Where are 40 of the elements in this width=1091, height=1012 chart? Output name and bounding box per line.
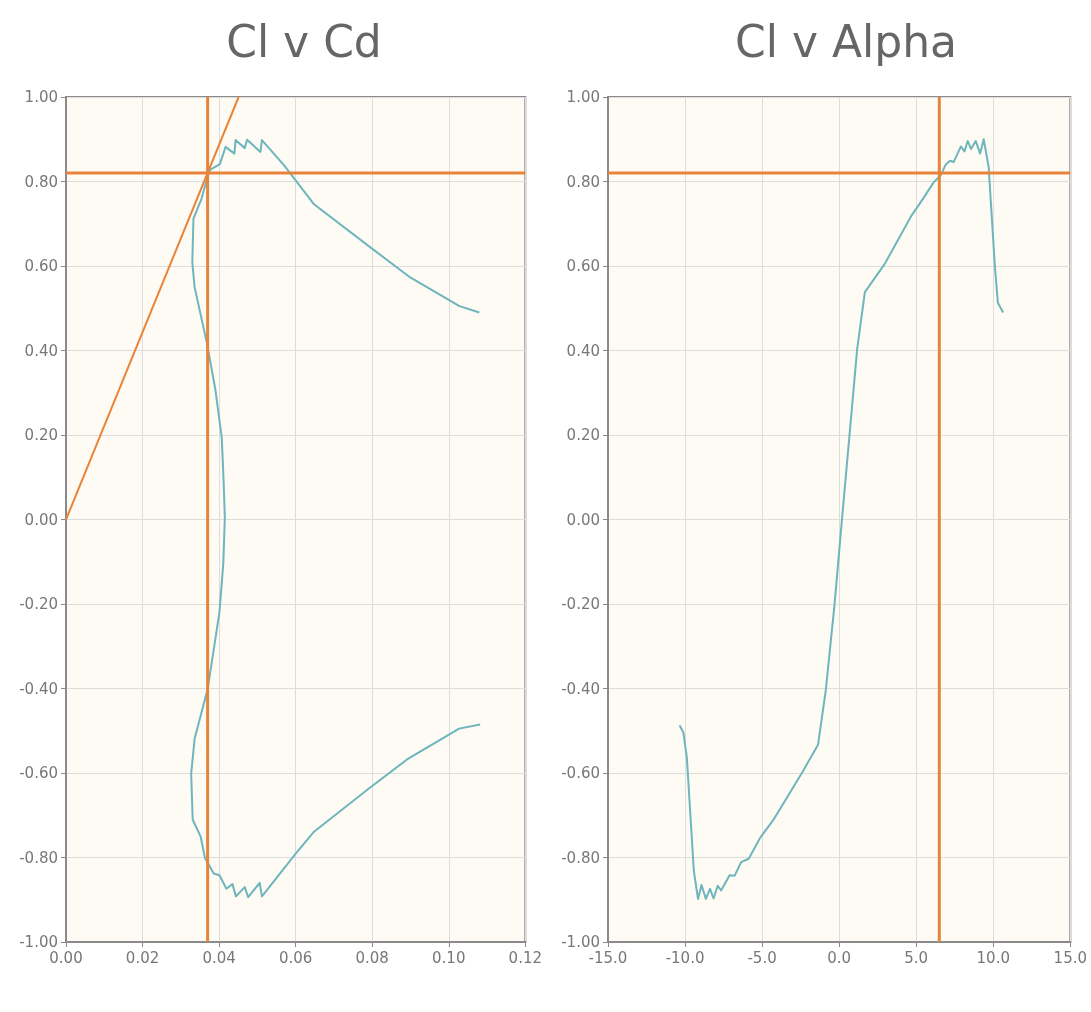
y-tick-label: -1.00 — [19, 933, 58, 951]
x-tick-label: 0.00 — [49, 948, 83, 967]
y-tick-label: -0.40 — [19, 679, 58, 698]
y-tick-label: -0.20 — [561, 595, 600, 613]
y-tick-label: -0.60 — [561, 764, 600, 782]
chart-title: Cl v Cd — [226, 15, 382, 67]
x-tick-label: 15.0 — [1053, 948, 1087, 967]
y-tick-label: -0.80 — [19, 848, 58, 867]
y-tick-label: 0.60 — [566, 257, 600, 275]
y-tick-label: -0.80 — [561, 848, 600, 867]
x-tick-label: -10.0 — [665, 948, 705, 967]
y-tick-label: -1.00 — [561, 933, 600, 951]
x-tick-label: -15.0 — [588, 948, 628, 967]
y-tick-label: 0.40 — [24, 341, 58, 360]
y-tick-label: 0.20 — [566, 426, 600, 444]
x-tick-label: 0.08 — [355, 948, 389, 967]
y-tick-label: 0.20 — [24, 426, 58, 444]
y-tick-label: 0.80 — [24, 172, 58, 191]
y-tick-label: 1.00 — [24, 88, 58, 106]
x-tick-label: 0.10 — [432, 948, 466, 967]
x-tick-label: 5.0 — [904, 948, 929, 967]
y-tick-label: 0.60 — [24, 257, 58, 275]
x-tick-label: 10.0 — [976, 948, 1010, 967]
y-tick-label: 0.80 — [566, 172, 600, 191]
line-series — [678, 138, 1005, 900]
x-tick-label: 0.0 — [827, 948, 852, 967]
x-tick-label: -5.0 — [747, 948, 777, 967]
x-tick-label: 0.02 — [125, 948, 160, 967]
y-tick-label: -0.20 — [19, 595, 58, 613]
y-tick-label: -0.40 — [561, 679, 600, 698]
y-tick-label: 0.40 — [566, 341, 600, 360]
y-tick-label: 1.00 — [566, 88, 600, 106]
chart-title: Cl v Alpha — [734, 15, 958, 67]
x-tick-label: 0.12 — [508, 948, 542, 967]
line-series — [190, 138, 482, 899]
x-tick-label: 0.04 — [202, 948, 236, 967]
y-tick-label: 0.00 — [566, 510, 600, 529]
y-tick-label: 0.00 — [24, 510, 58, 529]
x-tick-label: 0.06 — [278, 948, 313, 967]
y-tick-label: -0.60 — [19, 764, 58, 782]
